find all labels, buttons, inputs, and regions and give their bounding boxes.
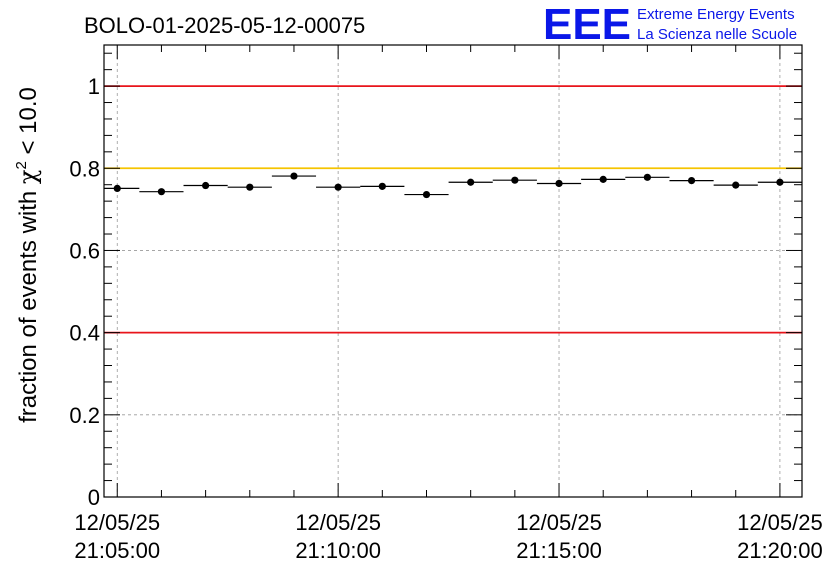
y-tick-labels: 0 0.2 0.4 0.6 0.8 1 (69, 74, 100, 510)
data-point-marker (157, 188, 166, 196)
y-axis-label: fraction of events with χ2 < 10.0 (13, 87, 42, 423)
data-point-marker (511, 176, 519, 184)
reference-lines (104, 85, 802, 334)
data-point-marker (732, 181, 740, 189)
y-tick-label: 1 (88, 74, 100, 99)
logo-line-1: Extreme Energy Events (637, 6, 795, 23)
y-axis-label-suffix: < 10.0 (15, 87, 42, 161)
data-point-marker (687, 177, 696, 185)
data-point-marker (599, 175, 607, 183)
x-tick-label-time: 21:20:00 (737, 538, 823, 563)
x-tick-label-date: 12/05/25 (737, 510, 823, 535)
data-point-marker (467, 178, 475, 186)
chart-title: BOLO-01-2025-05-12-00075 (84, 13, 365, 38)
x-tick-label-date: 12/05/25 (516, 510, 602, 535)
data-point-marker (643, 173, 651, 181)
x-tick-label-date: 12/05/25 (74, 510, 160, 535)
data-point-marker (378, 182, 386, 190)
x-tick-label-date: 12/05/25 (295, 510, 381, 535)
y-tick-label: 0.6 (69, 238, 100, 263)
x-tick-label-time: 21:10:00 (295, 538, 381, 563)
logo-line-2: La Scienza nelle Scuole (637, 26, 797, 43)
y-tick-label: 0.2 (69, 403, 100, 428)
y-axis-label-symbol: χ (14, 169, 42, 184)
plot-area (104, 45, 802, 497)
eee-logo: EEE Extreme Energy Events La Scienza nel… (543, 0, 797, 49)
data-point-marker (246, 183, 254, 191)
data-point-marker (422, 190, 431, 199)
data-point-marker (555, 179, 563, 188)
y-tick-label: 0 (88, 485, 100, 510)
y-axis-label-superscript: 2 (13, 161, 30, 169)
y-axis-label-prefix: fraction of events with (15, 184, 42, 423)
x-tick-label-time: 21:05:00 (74, 538, 160, 563)
y-tick-label: 0.4 (69, 321, 100, 346)
data-point-marker (113, 184, 121, 193)
logo-mark: EEE (543, 0, 631, 49)
data-point-marker (290, 172, 298, 180)
data-point-marker (202, 181, 210, 190)
x-tick-label-time: 21:15:00 (516, 538, 602, 563)
plot-frame (103, 44, 803, 498)
x-tick-labels: 12/05/25 21:05:00 12/05/25 21:10:00 12/05/25… (74, 510, 822, 563)
data-points (104, 172, 802, 199)
y-tick-label: 0.8 (69, 156, 100, 181)
data-point-marker (776, 178, 784, 186)
data-point-marker (334, 183, 342, 191)
